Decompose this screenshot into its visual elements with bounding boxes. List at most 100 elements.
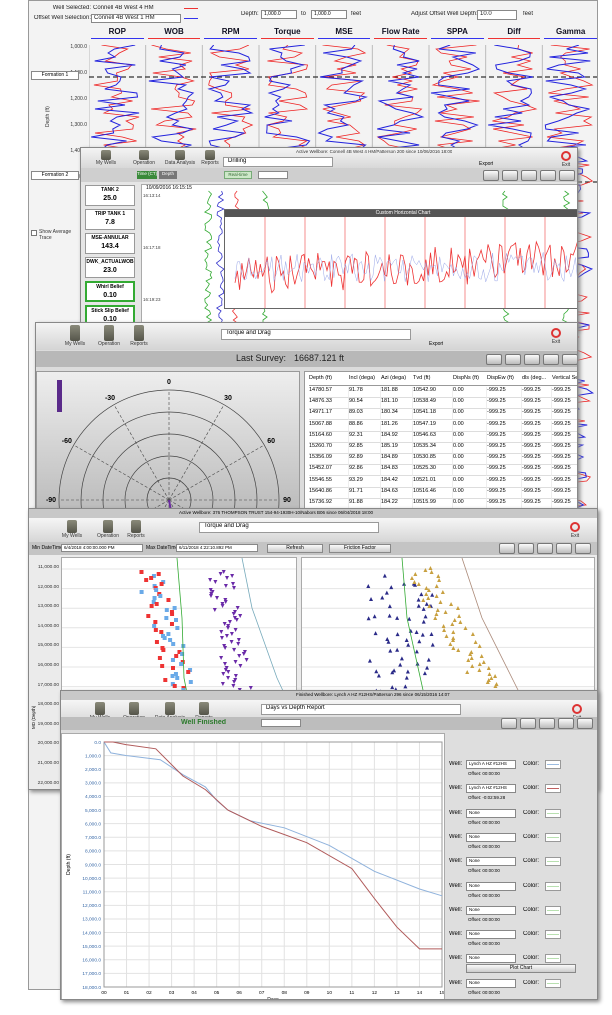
- nav-label[interactable]: Reports: [201, 160, 219, 166]
- marker: [448, 642, 453, 646]
- exit-label[interactable]: Exit: [561, 162, 571, 168]
- exit-icon[interactable]: [570, 522, 580, 532]
- exit-icon[interactable]: [561, 151, 571, 161]
- well-dropdown[interactable]: Lynch A HZ #12HS: [466, 784, 516, 794]
- toolbar-button[interactable]: [502, 170, 518, 181]
- toolbar-button[interactable]: [543, 354, 559, 365]
- marker: [219, 630, 224, 634]
- marker: [395, 647, 400, 652]
- marker: [405, 669, 410, 674]
- marker: [429, 631, 434, 636]
- toolbar-button[interactable]: [556, 543, 572, 554]
- nav-icon[interactable]: [139, 150, 149, 160]
- nav-label[interactable]: My Wells: [64, 341, 86, 347]
- toolbar-button[interactable]: [505, 354, 521, 365]
- nav-icon[interactable]: [103, 520, 113, 533]
- toolbar-button[interactable]: [524, 354, 540, 365]
- nav-icon[interactable]: [129, 702, 139, 715]
- input[interactable]: 1,000.0: [261, 10, 297, 19]
- toolbar-button[interactable]: [540, 170, 556, 181]
- checkbox[interactable]: [31, 230, 37, 236]
- table-cell: -999.25: [552, 454, 577, 466]
- nav-label[interactable]: Operation: [97, 533, 119, 539]
- nav-icon[interactable]: [67, 520, 77, 533]
- toolbar-button[interactable]: [518, 543, 534, 554]
- marker: [139, 590, 144, 594]
- realtime-button[interactable]: Real-time: [224, 171, 252, 179]
- marker: [385, 636, 390, 641]
- exit-label[interactable]: Exit: [570, 533, 580, 539]
- legend-line: [184, 8, 198, 9]
- nav-icon[interactable]: [95, 702, 105, 715]
- dropdown[interactable]: Connell 4B West 1 HM: [91, 14, 181, 23]
- friction-button[interactable]: Friction Factor: [329, 544, 391, 553]
- toolbar-button[interactable]: [559, 170, 575, 181]
- toolbar-button[interactable]: [520, 718, 536, 729]
- nav-icon[interactable]: [104, 325, 114, 341]
- marker: [369, 597, 374, 602]
- table-cell: -999.25: [552, 409, 577, 421]
- nav-label[interactable]: Operation: [98, 341, 120, 347]
- well-dropdown[interactable]: None: [466, 930, 516, 940]
- nav-icon[interactable]: [131, 520, 141, 533]
- toolbar-button[interactable]: [537, 543, 553, 554]
- marker: [223, 600, 228, 604]
- nav-label[interactable]: Operation: [133, 160, 155, 166]
- toolbar-button[interactable]: [575, 543, 591, 554]
- table-cell: 184.92: [381, 431, 413, 443]
- export-label[interactable]: Export: [429, 341, 444, 347]
- table-cell: -999.25: [522, 443, 552, 454]
- nav-icon[interactable]: [70, 325, 80, 341]
- nav-icon[interactable]: [134, 325, 144, 341]
- well-dropdown[interactable]: None: [466, 808, 516, 818]
- well-dropdown[interactable]: None: [466, 978, 516, 988]
- nav-label[interactable]: My Wells: [95, 160, 117, 166]
- plot-chart-button[interactable]: Plot Chart: [466, 964, 576, 973]
- exit-icon[interactable]: [572, 704, 582, 714]
- nav-label[interactable]: Data Analysis: [164, 160, 196, 166]
- well-dropdown[interactable]: None: [466, 905, 516, 915]
- refresh-button[interactable]: Refresh: [267, 544, 323, 553]
- toolbar-button[interactable]: [562, 354, 577, 365]
- exit-icon[interactable]: [551, 328, 561, 338]
- exit-label[interactable]: Exit: [551, 339, 561, 345]
- well-dropdown[interactable]: None: [466, 954, 516, 964]
- toolbar-button[interactable]: [577, 718, 593, 729]
- time-button[interactable]: Time (CT): [137, 171, 157, 179]
- toolbar-button[interactable]: [501, 718, 517, 729]
- toolbar-button[interactable]: [558, 718, 574, 729]
- tile-label: TRIP TANK 1: [94, 211, 126, 217]
- min-value[interactable]: 6/4/2018 4:00:00.000 PM: [61, 544, 143, 552]
- well-dropdown[interactable]: None: [466, 881, 516, 891]
- toolbar-button[interactable]: [539, 718, 555, 729]
- nav-label[interactable]: My Wells: [61, 533, 83, 539]
- nav-icon[interactable]: [199, 702, 209, 715]
- nav-label[interactable]: Reports: [130, 341, 148, 347]
- input[interactable]: 10.0: [477, 10, 517, 20]
- track-title: WOB: [164, 27, 184, 36]
- nav-label[interactable]: Reports: [127, 533, 145, 539]
- nav-icon[interactable]: [175, 150, 185, 160]
- marker: [233, 674, 238, 678]
- toolbar-button[interactable]: [486, 354, 502, 365]
- nav-icon[interactable]: [205, 150, 215, 160]
- color-label: Color:: [523, 809, 540, 816]
- tile: Whirl Belief 0.10: [85, 281, 135, 302]
- well-dropdown[interactable]: None: [466, 832, 516, 842]
- nav-icon[interactable]: [165, 702, 175, 715]
- nav-icon[interactable]: [101, 150, 111, 160]
- depth-button[interactable]: Depth: [159, 171, 177, 179]
- marker: [226, 626, 231, 630]
- time-tick-label: 16:17:18: [143, 245, 161, 250]
- input[interactable]: 1,000.0: [311, 10, 347, 19]
- toolbar-button[interactable]: [499, 543, 515, 554]
- well-dropdown[interactable]: None: [466, 857, 516, 867]
- export-label[interactable]: Export: [479, 161, 494, 167]
- marker: [233, 628, 238, 632]
- well-dropdown[interactable]: Lynch A HZ #12HS: [466, 760, 516, 769]
- swatch-line: [547, 958, 559, 960]
- toolbar-button[interactable]: [483, 170, 499, 181]
- toolbar-button[interactable]: [521, 170, 537, 181]
- marker: [172, 606, 177, 610]
- max-value[interactable]: 6/11/2018 4:22:10.892 PM: [176, 544, 258, 552]
